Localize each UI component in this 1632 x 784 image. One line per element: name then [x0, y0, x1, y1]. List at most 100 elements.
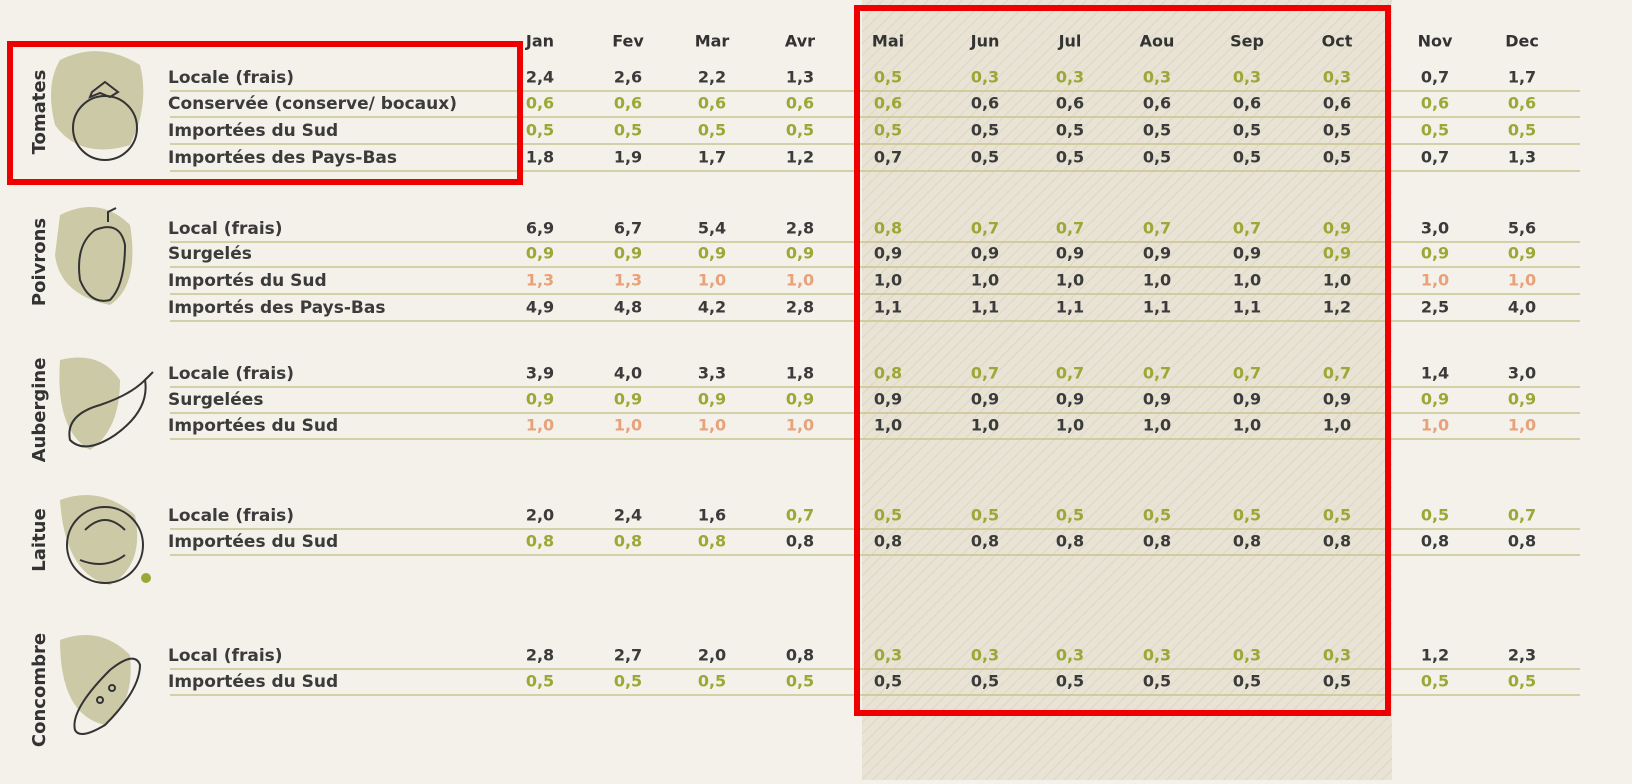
cell-value: 0,3 [874, 646, 902, 665]
cell-value: 0,3 [1056, 68, 1084, 87]
cell-value: 0,7 [1056, 219, 1084, 238]
cell-value: 0,8 [1143, 532, 1171, 551]
cell-value: 0,7 [874, 148, 902, 167]
month-header: Sep [1230, 32, 1264, 51]
cell-value: 4,2 [698, 298, 726, 317]
cell-value: 0,5 [698, 672, 726, 691]
cell-value: 4,9 [526, 298, 554, 317]
cell-value: 1,1 [1233, 298, 1261, 317]
cell-value: 0,9 [971, 244, 999, 263]
cell-value: 0,9 [874, 390, 902, 409]
group-label: Concombre [29, 633, 50, 747]
row-label: Importées du Sud [168, 121, 338, 141]
cell-value: 0,5 [971, 148, 999, 167]
row-label: Surgelées [168, 390, 263, 410]
cell-value: 0,9 [1233, 390, 1261, 409]
row-label: Surgelés [168, 244, 252, 264]
cell-value: 0,3 [971, 646, 999, 665]
highlight-box [854, 5, 1391, 716]
cell-value: 0,9 [1508, 244, 1536, 263]
cell-value: 0,6 [1323, 94, 1351, 113]
cell-value: 0,5 [1233, 148, 1261, 167]
cell-value: 0,5 [526, 672, 554, 691]
cell-value: 0,3 [1056, 646, 1084, 665]
cell-value: 0,8 [874, 364, 902, 383]
cell-value: 0,6 [971, 94, 999, 113]
cell-value: 0,5 [526, 121, 554, 140]
cell-value: 0,5 [1421, 506, 1449, 525]
cell-value: 0,5 [786, 121, 814, 140]
cell-value: 0,5 [1323, 506, 1351, 525]
cell-value: 0,9 [786, 244, 814, 263]
cell-value: 0,8 [698, 532, 726, 551]
cell-value: 0,5 [971, 672, 999, 691]
cell-value: 0,5 [1056, 506, 1084, 525]
cell-value: 0,5 [1143, 506, 1171, 525]
month-header: Aou [1140, 32, 1175, 51]
row-label: Locale (frais) [168, 506, 294, 526]
cell-value: 0,5 [1508, 121, 1536, 140]
cell-value: 6,9 [526, 219, 554, 238]
cell-value: 0,9 [1143, 390, 1171, 409]
row-label: Conservée (conserve/ bocaux) [168, 94, 457, 114]
cell-value: 0,5 [1233, 506, 1261, 525]
cell-value: 1,7 [698, 148, 726, 167]
cell-value: 0,8 [1323, 532, 1351, 551]
cell-value: 0,8 [971, 532, 999, 551]
row-label: Importées du Sud [168, 672, 338, 692]
cell-value: 0,5 [971, 506, 999, 525]
cell-value: 0,9 [1143, 244, 1171, 263]
cell-value: 0,5 [1233, 672, 1261, 691]
group-label: Aubergine [29, 358, 50, 463]
cell-value: 0,6 [1233, 94, 1261, 113]
season-shade [862, 0, 1392, 780]
month-header: Nov [1418, 32, 1453, 51]
month-header: Mar [695, 32, 730, 51]
cell-value: 0,8 [786, 646, 814, 665]
cell-value: 3,9 [526, 364, 554, 383]
cell-value: 0,3 [1143, 68, 1171, 87]
cell-value: 1,7 [1508, 68, 1536, 87]
cell-value: 1,0 [698, 271, 726, 290]
month-header: Fev [612, 32, 644, 51]
cell-value: 0,5 [1056, 121, 1084, 140]
cell-value: 0,3 [1323, 68, 1351, 87]
cell-value: 2,0 [698, 646, 726, 665]
cell-value: 1,1 [874, 298, 902, 317]
cell-value: 0,7 [786, 506, 814, 525]
cell-value: 3,3 [698, 364, 726, 383]
cell-value: 1,0 [614, 416, 642, 435]
cell-value: 0,5 [1143, 672, 1171, 691]
cell-value: 0,6 [614, 94, 642, 113]
cell-value: 0,6 [698, 94, 726, 113]
cell-value: 0,7 [1143, 219, 1171, 238]
cell-value: 0,3 [1143, 646, 1171, 665]
cell-value: 0,7 [1421, 68, 1449, 87]
cell-value: 1,0 [1421, 416, 1449, 435]
cell-value: 0,5 [698, 121, 726, 140]
group-label: Laitue [29, 508, 50, 571]
cell-value: 0,7 [971, 364, 999, 383]
cell-value: 0,9 [1421, 390, 1449, 409]
cell-value: 1,9 [614, 148, 642, 167]
cell-value: 0,6 [1056, 94, 1084, 113]
cell-value: 4,0 [614, 364, 642, 383]
cell-value: 0,6 [526, 94, 554, 113]
cell-value: 0,3 [1323, 646, 1351, 665]
cell-value: 1,0 [1143, 416, 1171, 435]
cell-value: 0,3 [971, 68, 999, 87]
cell-value: 0,7 [1508, 506, 1536, 525]
cell-value: 0,5 [874, 672, 902, 691]
cell-value: 6,7 [614, 219, 642, 238]
cell-value: 1,3 [526, 271, 554, 290]
cell-value: 0,8 [1056, 532, 1084, 551]
cell-value: 0,8 [614, 532, 642, 551]
cell-value: 0,5 [1323, 672, 1351, 691]
month-header: Dec [1505, 32, 1539, 51]
cell-value: 0,8 [786, 532, 814, 551]
cell-value: 0,5 [614, 121, 642, 140]
cell-value: 1,0 [971, 416, 999, 435]
cell-value: 0,7 [1233, 364, 1261, 383]
cell-value: 1,3 [1508, 148, 1536, 167]
